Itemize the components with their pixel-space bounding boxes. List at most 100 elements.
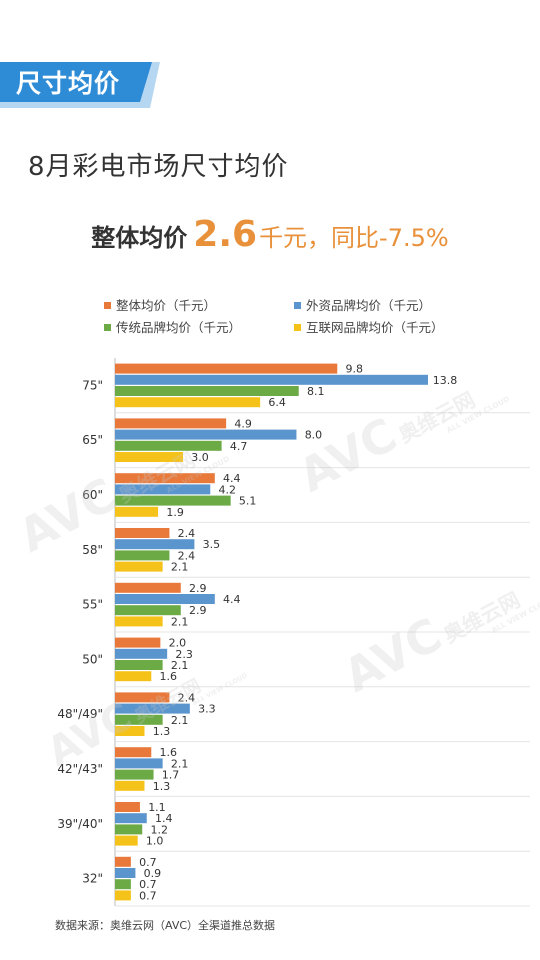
value-label: 1.3 bbox=[153, 780, 171, 793]
value-label: 2.9 bbox=[189, 582, 207, 595]
value-label: 0.7 bbox=[139, 878, 157, 891]
bar bbox=[115, 473, 215, 484]
legend-swatch bbox=[294, 324, 301, 331]
legend-item-overall: 整体均价（千元） bbox=[104, 298, 216, 314]
section-badge bbox=[0, 62, 160, 108]
value-label: 2.1 bbox=[171, 757, 189, 770]
data-source: 数据来源：奥维云网（AVC）全渠道推总数据 bbox=[55, 919, 276, 932]
value-label: 4.7 bbox=[230, 440, 248, 453]
bar bbox=[115, 824, 143, 835]
value-label: 0.7 bbox=[139, 889, 157, 902]
category-label: 60" bbox=[82, 488, 103, 502]
bar bbox=[115, 363, 338, 374]
value-label: 8.0 bbox=[305, 429, 323, 442]
legend-label: 外资品牌均价（千元） bbox=[306, 298, 432, 313]
value-label: 2.0 bbox=[169, 637, 187, 650]
category-label: 65" bbox=[82, 433, 103, 447]
legend-label: 整体均价（千元） bbox=[116, 298, 217, 313]
bar bbox=[115, 528, 170, 538]
value-label: 1.1 bbox=[148, 801, 166, 814]
badge-shape bbox=[0, 62, 160, 108]
value-label: 1.6 bbox=[160, 746, 178, 759]
bar bbox=[115, 692, 170, 703]
value-label: 2.1 bbox=[171, 615, 189, 628]
legend-item-traditional: 传统品牌均价（千元） bbox=[104, 320, 241, 336]
value-label: 5.1 bbox=[239, 495, 257, 508]
bar bbox=[115, 561, 163, 572]
bar bbox=[115, 616, 163, 627]
headline-label: 整体均价 bbox=[91, 224, 188, 252]
headline-change: 千元，同比-7.5% bbox=[259, 224, 449, 252]
bar bbox=[115, 802, 140, 812]
category-label: 50" bbox=[82, 652, 103, 666]
legend-swatch bbox=[294, 302, 301, 309]
section-label: 尺寸均价 bbox=[16, 69, 121, 98]
bar bbox=[115, 386, 299, 396]
value-label: 2.1 bbox=[171, 561, 189, 574]
bar bbox=[115, 714, 163, 725]
value-label: 1.4 bbox=[155, 812, 173, 825]
value-label: 4.4 bbox=[223, 593, 241, 606]
bar bbox=[115, 637, 161, 648]
legend-label: 互联网品牌均价（千元） bbox=[306, 320, 444, 335]
value-label: 4.2 bbox=[219, 483, 237, 496]
bar bbox=[115, 747, 152, 758]
value-label: 1.9 bbox=[166, 506, 184, 519]
bar bbox=[115, 374, 428, 385]
bar bbox=[115, 594, 215, 604]
bar bbox=[115, 605, 181, 616]
bar bbox=[115, 452, 184, 462]
bar bbox=[115, 856, 131, 867]
bar bbox=[115, 648, 168, 659]
category-label: 55" bbox=[82, 598, 103, 612]
bar bbox=[115, 429, 297, 440]
value-label: 0.7 bbox=[139, 856, 157, 869]
value-label: 2.4 bbox=[178, 527, 196, 540]
value-label: 9.8 bbox=[346, 363, 364, 376]
category-label: 42"/43" bbox=[57, 762, 103, 776]
bar bbox=[115, 769, 154, 780]
bar bbox=[115, 660, 163, 670]
page-title: 8月彩电市场尺寸均价 bbox=[28, 152, 289, 182]
category-label: 32" bbox=[82, 872, 103, 886]
value-label: 1.0 bbox=[146, 835, 164, 848]
bar bbox=[115, 780, 145, 791]
bar bbox=[115, 726, 145, 736]
bar bbox=[115, 890, 131, 901]
value-label: 0.9 bbox=[144, 867, 162, 880]
value-label: 1.6 bbox=[160, 670, 178, 683]
bar bbox=[115, 758, 163, 769]
bar bbox=[115, 671, 152, 682]
bar bbox=[115, 440, 222, 451]
value-label: 3.3 bbox=[198, 703, 216, 716]
value-label: 3.0 bbox=[191, 451, 209, 464]
value-label: 4.4 bbox=[223, 472, 241, 485]
headline-value: 2.6 bbox=[193, 214, 258, 255]
category-label: 58" bbox=[82, 543, 103, 557]
bar bbox=[115, 703, 190, 714]
legend-swatch bbox=[104, 302, 111, 309]
legend-label: 传统品牌均价（千元） bbox=[116, 320, 242, 335]
headline: 整体均价 2.6千元，同比-7.5% bbox=[0, 214, 540, 255]
bar bbox=[115, 484, 211, 495]
bar bbox=[115, 495, 231, 506]
value-label: 2.4 bbox=[178, 549, 196, 562]
value-label: 2.9 bbox=[189, 604, 207, 617]
value-label: 2.1 bbox=[171, 714, 189, 727]
category-label: 39"/40" bbox=[57, 817, 103, 831]
value-label: 8.1 bbox=[307, 385, 325, 398]
value-label: 6.4 bbox=[268, 396, 286, 409]
bar bbox=[115, 879, 131, 890]
value-label: 1.3 bbox=[153, 725, 171, 738]
value-label: 13.8 bbox=[433, 374, 458, 387]
bar bbox=[115, 539, 195, 550]
legend-item-foreign: 外资品牌均价（千元） bbox=[294, 298, 431, 314]
category-label: 48"/49" bbox=[57, 707, 103, 721]
bar bbox=[115, 868, 136, 878]
value-label: 4.9 bbox=[234, 417, 252, 430]
value-label: 1.7 bbox=[162, 769, 180, 782]
bar bbox=[115, 506, 159, 517]
value-label: 2.1 bbox=[171, 659, 189, 672]
bar bbox=[115, 550, 170, 561]
